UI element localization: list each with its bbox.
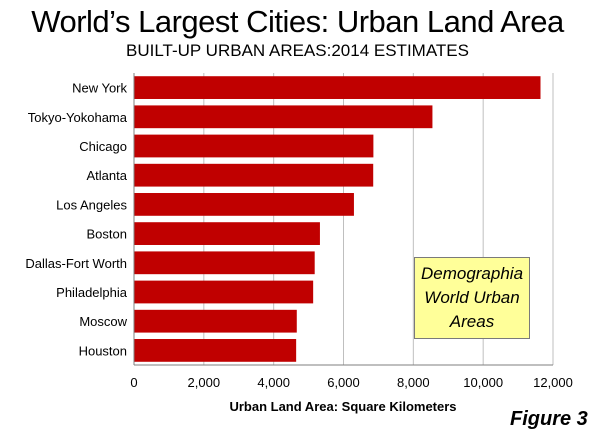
bar [134,76,541,99]
category-label: Los Angeles [56,197,127,212]
category-label: Boston [87,227,127,242]
category-label: Atlanta [87,168,128,183]
chart-subtitle: BUILT-UP URBAN AREAS:2014 ESTIMATES [126,41,469,60]
x-axis-title: Urban Land Area: Square Kilometers [229,399,456,414]
category-label: New York [72,81,127,96]
bar [134,222,320,245]
category-label: Philadelphia [56,285,128,300]
bar [134,339,297,362]
annotation-box: Demographia World Urban Areas [414,257,530,339]
x-tick-label: 12,000 [533,375,573,390]
category-label: Dallas-Fort Worth [25,256,127,271]
axes [133,73,553,366]
x-tick-label: 0 [130,375,137,390]
figure-label: Figure 3 [510,408,588,430]
category-label: Tokyo-Yokohama [28,110,128,125]
bar [134,251,315,275]
annotation-line: Areas [449,312,495,331]
category-label: Chicago [79,139,127,154]
bar [134,134,374,158]
x-tick-label: 4,000 [257,375,290,390]
labels: 0 2,000 4,000 6,000 8,000 10,000 12,000 New Yor… [25,81,573,390]
bar [134,105,433,129]
bar [134,163,374,187]
bar [134,193,354,216]
category-label: Moscow [79,314,127,329]
bar [134,309,297,333]
x-tick-label: 2,000 [188,375,221,390]
bar [134,280,314,304]
x-tick-label: 6,000 [327,375,360,390]
category-label: Houston [79,343,127,358]
annotation-line: World Urban [424,288,520,307]
chart-title: World’s Largest Cities: Urban Land Area [31,4,564,39]
x-tick-label: 10,000 [463,375,503,390]
x-tick-label: 8,000 [397,375,430,390]
bars [134,76,541,362]
annotation-line: Demographia [420,264,524,283]
